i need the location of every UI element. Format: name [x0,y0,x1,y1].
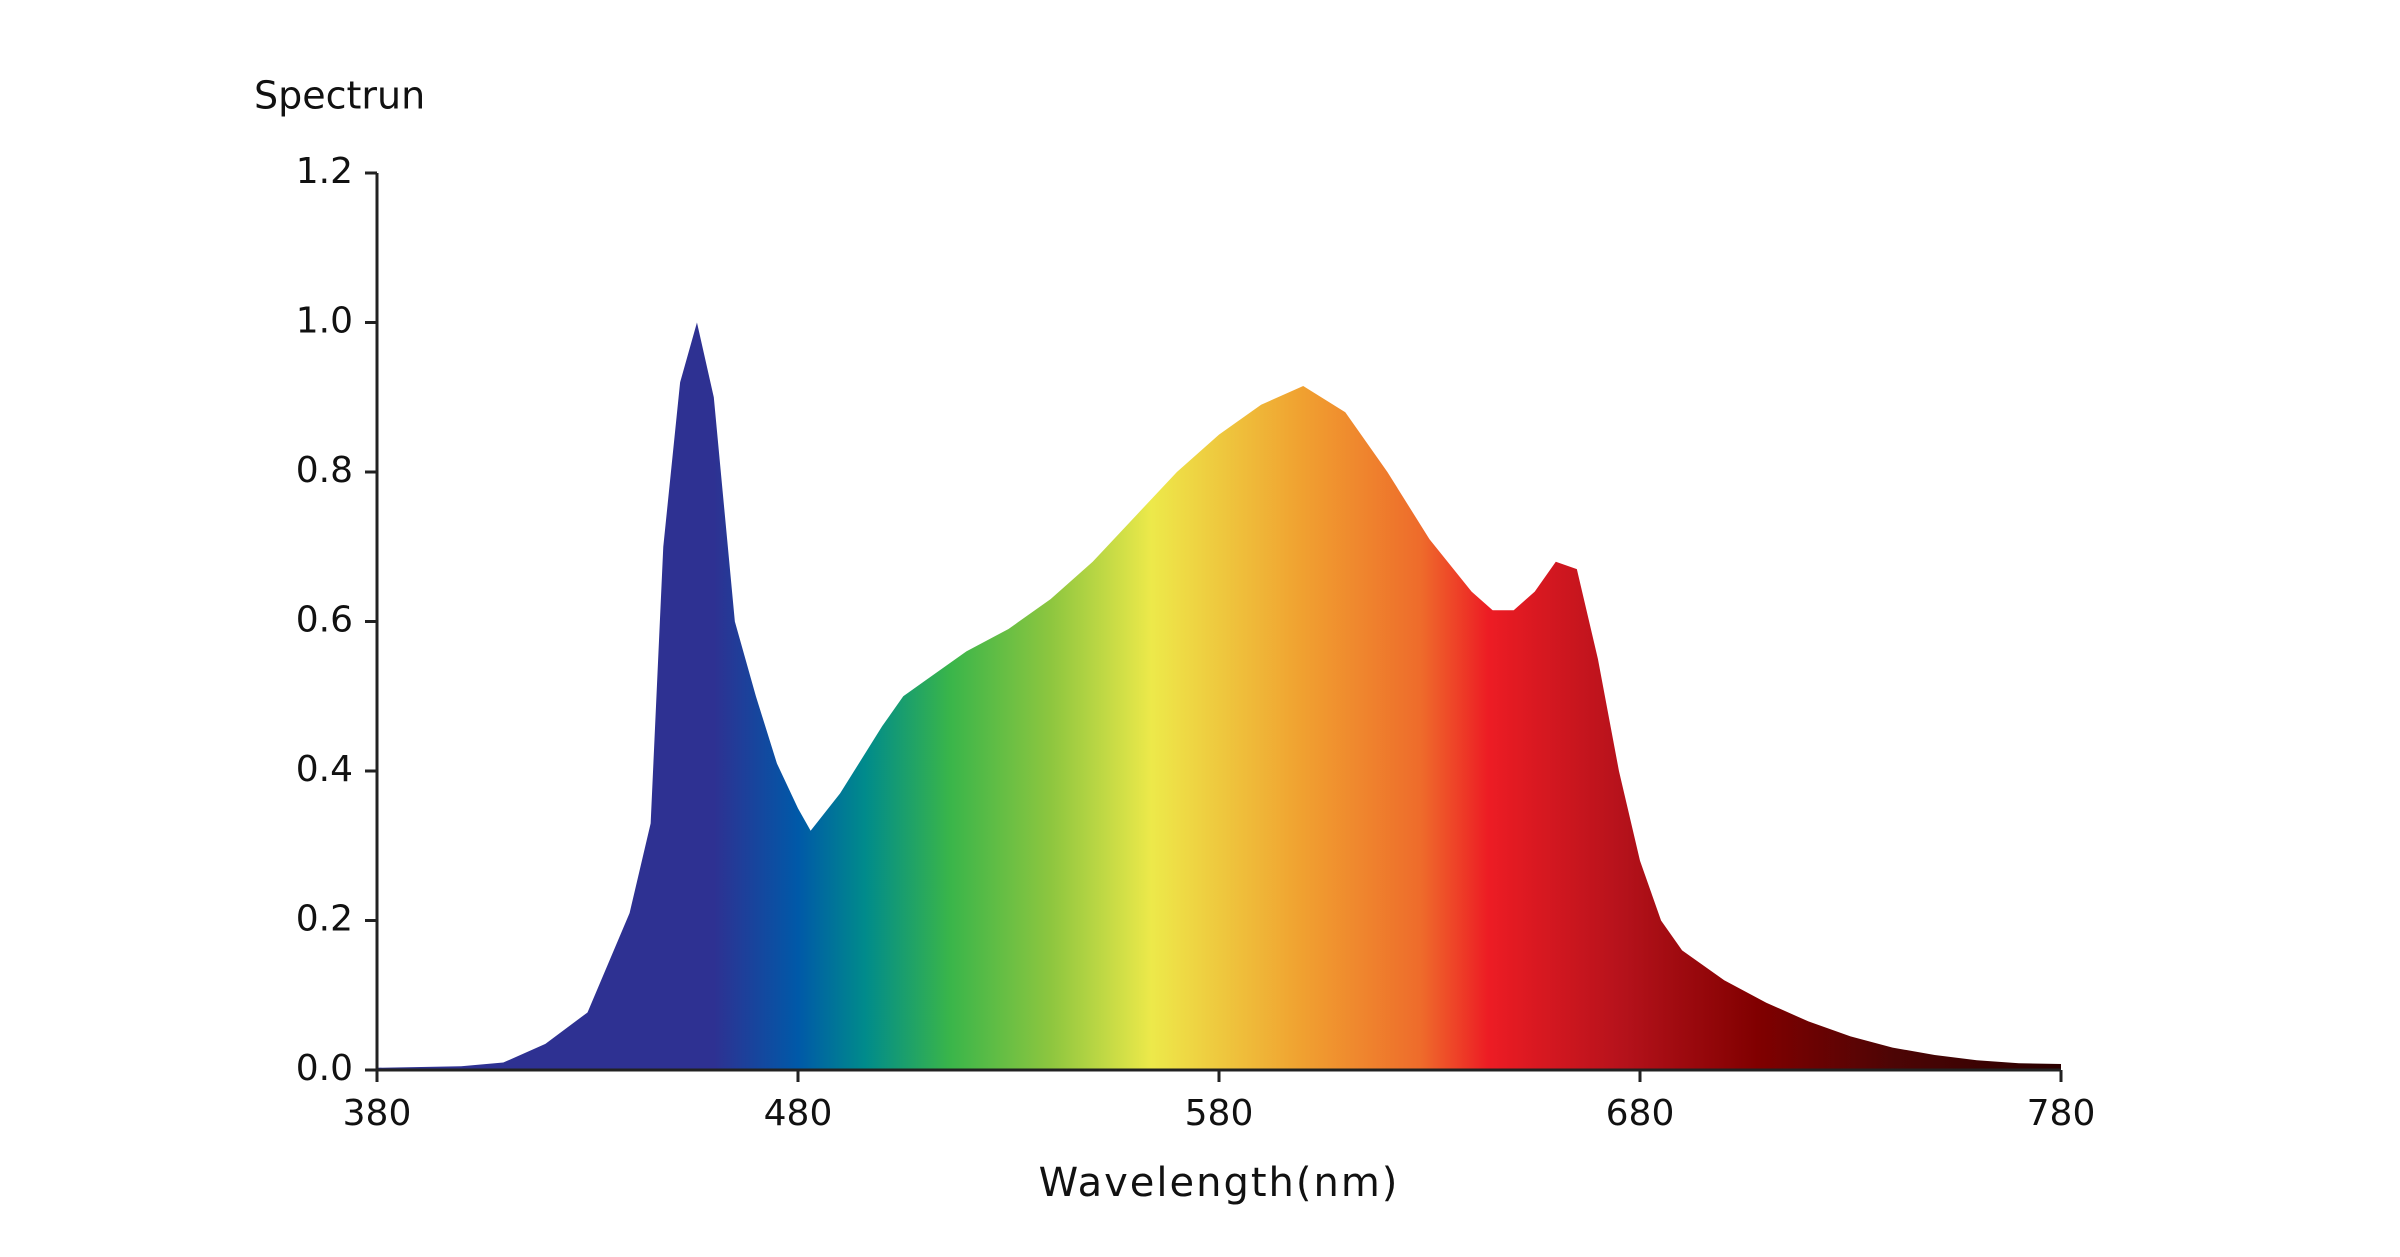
y-axis-label: Spectrun [254,74,425,118]
y-tick-label: 0.6 [296,600,353,641]
x-axis-label: Wavelength(nm) [1039,1160,1400,1206]
y-tick-label: 0.4 [296,749,353,790]
x-tick-label: 380 [343,1093,412,1134]
y-tick-label: 1.0 [296,301,353,342]
y-tick-label: 0.2 [296,899,353,940]
y-tick-label: 1.2 [296,151,353,192]
x-tick-label: 680 [1606,1093,1675,1134]
x-tick-label: 580 [1185,1093,1254,1134]
x-tick-label: 780 [2027,1093,2096,1134]
y-tick-label: 0.0 [296,1048,353,1089]
y-tick-label: 0.8 [296,450,353,491]
spectrum-area [377,322,2061,1070]
x-tick-label: 480 [764,1093,833,1134]
